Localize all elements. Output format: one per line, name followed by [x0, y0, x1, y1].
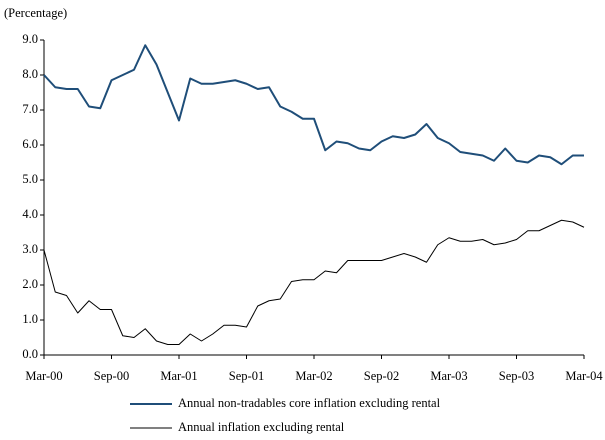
- x-tick-label: Sep-01: [229, 369, 264, 383]
- x-tick-label: Sep-00: [94, 369, 129, 383]
- y-tick-label: 8.0: [22, 67, 38, 81]
- x-tick-label: Mar-02: [295, 369, 332, 383]
- y-tick-label: 2.0: [22, 277, 38, 291]
- series-line: [43, 44, 584, 166]
- y-axis-label: (Percentage): [4, 6, 67, 20]
- x-tick-label: Mar-04: [565, 369, 603, 383]
- y-tick-label: 6.0: [22, 137, 38, 151]
- x-tick-label: Mar-01: [160, 369, 197, 383]
- y-tick-label: 5.0: [22, 172, 38, 186]
- y-tick-label: 4.0: [22, 207, 38, 221]
- legend-label: Annual non-tradables core inflation excl…: [178, 396, 441, 410]
- y-tick-label: 7.0: [22, 102, 38, 116]
- y-tick-label: 1.0: [22, 312, 38, 326]
- x-tick-label: Sep-03: [499, 369, 534, 383]
- y-tick-label: 3.0: [22, 242, 38, 256]
- x-tick-label: Mar-03: [430, 369, 467, 383]
- x-tick-label: Mar-00: [25, 369, 62, 383]
- series-line: [43, 219, 585, 345]
- y-tick-label: 9.0: [22, 32, 38, 46]
- x-tick-label: Sep-02: [364, 369, 399, 383]
- y-tick-label: 0.0: [22, 347, 38, 361]
- legend-label: Annual inflation excluding rental: [178, 420, 345, 434]
